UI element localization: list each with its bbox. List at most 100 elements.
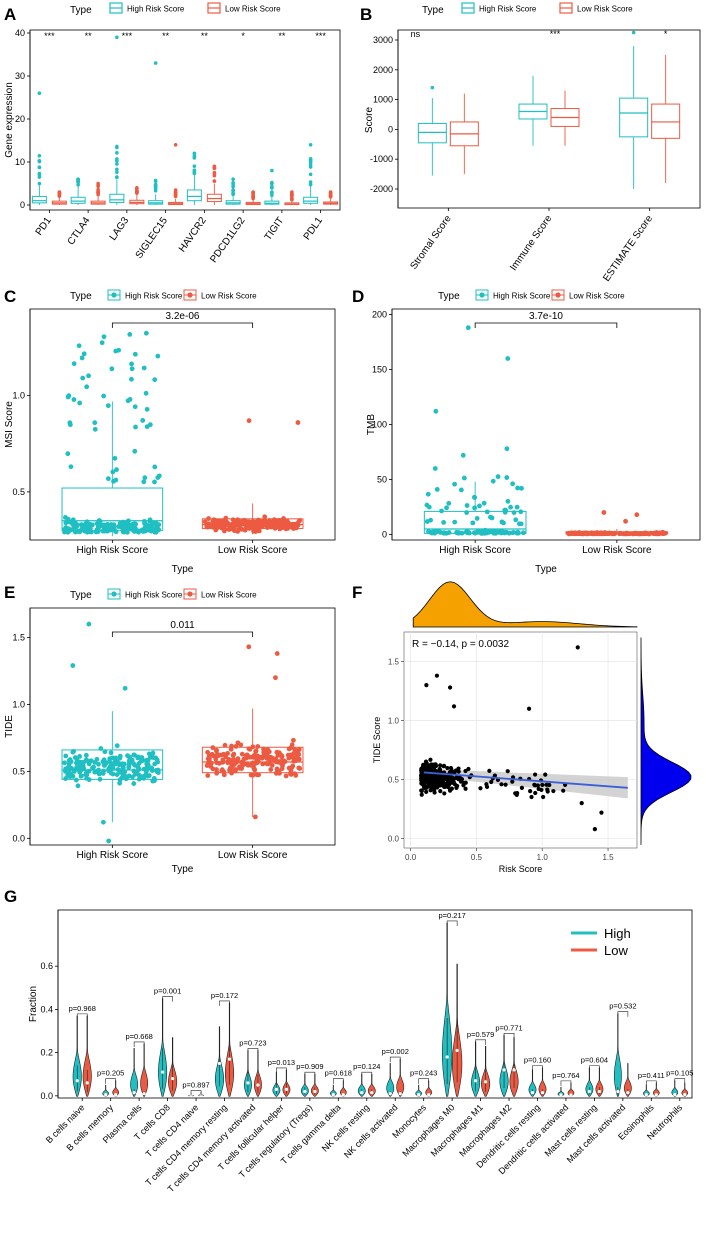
data-point	[419, 788, 424, 793]
violin	[613, 1013, 622, 1097]
data-point	[487, 768, 492, 773]
x-axis-label: Type	[172, 864, 194, 875]
data-point	[73, 777, 79, 783]
data-point	[420, 780, 425, 785]
data-point	[484, 530, 490, 536]
data-point	[246, 644, 252, 650]
data-point	[454, 785, 459, 791]
x-tick-label: PDL1	[302, 215, 326, 242]
data-point	[474, 516, 480, 521]
panel-label-a: A	[4, 5, 16, 24]
data-point	[250, 772, 256, 778]
x-axis-label: Type	[172, 564, 194, 575]
y-axis-label: TMB	[366, 414, 377, 435]
data-point	[221, 772, 227, 778]
data-point	[260, 761, 266, 767]
data-point	[66, 765, 72, 771]
data-point	[241, 756, 247, 762]
data-point	[599, 810, 604, 815]
data-point	[102, 525, 108, 530]
data-point	[501, 520, 506, 526]
data-point	[222, 742, 228, 748]
p-value: p=0.172	[211, 991, 238, 1000]
data-point	[67, 422, 73, 428]
plot-area	[29, 607, 336, 846]
pvalue-bracket	[190, 1090, 202, 1096]
violin-median	[597, 1089, 602, 1094]
data-point	[227, 765, 233, 771]
violin-median	[284, 1087, 289, 1091]
data-point	[223, 515, 229, 521]
data-point	[540, 782, 545, 788]
y-tick-label: -2000	[370, 184, 393, 194]
box	[201, 518, 304, 529]
data-point	[426, 781, 431, 787]
box	[201, 746, 304, 774]
data-point	[269, 762, 275, 768]
data-point	[432, 466, 438, 471]
data-point	[284, 518, 290, 524]
p-value: p=0.205	[97, 1069, 124, 1078]
data-point	[447, 769, 453, 775]
data-point	[143, 330, 149, 336]
data-point	[295, 420, 301, 425]
data-point	[277, 751, 283, 757]
data-point	[464, 530, 470, 536]
outlier	[231, 192, 235, 197]
data-point	[79, 773, 84, 779]
pvalue-bracket	[646, 1080, 657, 1086]
data-point	[142, 521, 147, 526]
data-point	[472, 505, 477, 511]
data-point	[140, 529, 146, 534]
outlier	[270, 184, 274, 189]
outlier	[115, 175, 119, 180]
panel-label-g: G	[4, 887, 17, 906]
data-point	[438, 780, 443, 786]
data-point	[150, 755, 156, 760]
violin	[396, 1058, 405, 1097]
data-point	[97, 519, 103, 524]
data-point	[519, 485, 524, 491]
pvalue-bracket	[162, 996, 173, 1002]
data-point	[489, 515, 495, 521]
pvalue-bracket	[76, 1013, 88, 1019]
violin-median	[189, 1094, 193, 1098]
outlier	[212, 179, 217, 183]
outlier	[115, 159, 119, 163]
outlier	[231, 181, 235, 185]
x-tick-label: T cells CD4 naive	[144, 1102, 201, 1159]
panel-label-d: D	[352, 287, 364, 306]
data-point	[84, 523, 90, 529]
data-point	[210, 753, 216, 759]
data-point	[105, 476, 111, 482]
outlier	[96, 191, 100, 195]
data-point	[592, 827, 597, 832]
data-point	[210, 766, 216, 772]
y-tick-label: 100	[372, 420, 387, 430]
data-point	[461, 475, 467, 481]
data-point	[442, 791, 447, 796]
x-tick-label: Low Risk Score	[218, 545, 288, 556]
p-value: p=0.968	[69, 1004, 96, 1013]
violin-median	[313, 1089, 317, 1094]
data-point	[205, 749, 211, 755]
data-point	[423, 759, 429, 764]
data-point	[420, 777, 425, 782]
data-point	[544, 782, 549, 787]
p-value: 3.2e-06	[166, 311, 200, 322]
pvalue-bracket	[589, 1065, 600, 1071]
outlier	[153, 184, 158, 189]
data-point	[634, 512, 640, 518]
box	[417, 122, 447, 144]
y-tick-label: 0	[382, 530, 387, 540]
correlation-annotation: R = −0.14, p = 0.0032	[412, 639, 509, 650]
data-point	[110, 761, 116, 767]
y-tick-label: 0	[388, 124, 393, 134]
data-point	[84, 772, 90, 777]
data-point	[100, 771, 106, 776]
violin	[329, 1084, 337, 1097]
outlier	[270, 168, 274, 173]
data-point	[515, 791, 520, 796]
data-point	[152, 479, 157, 485]
